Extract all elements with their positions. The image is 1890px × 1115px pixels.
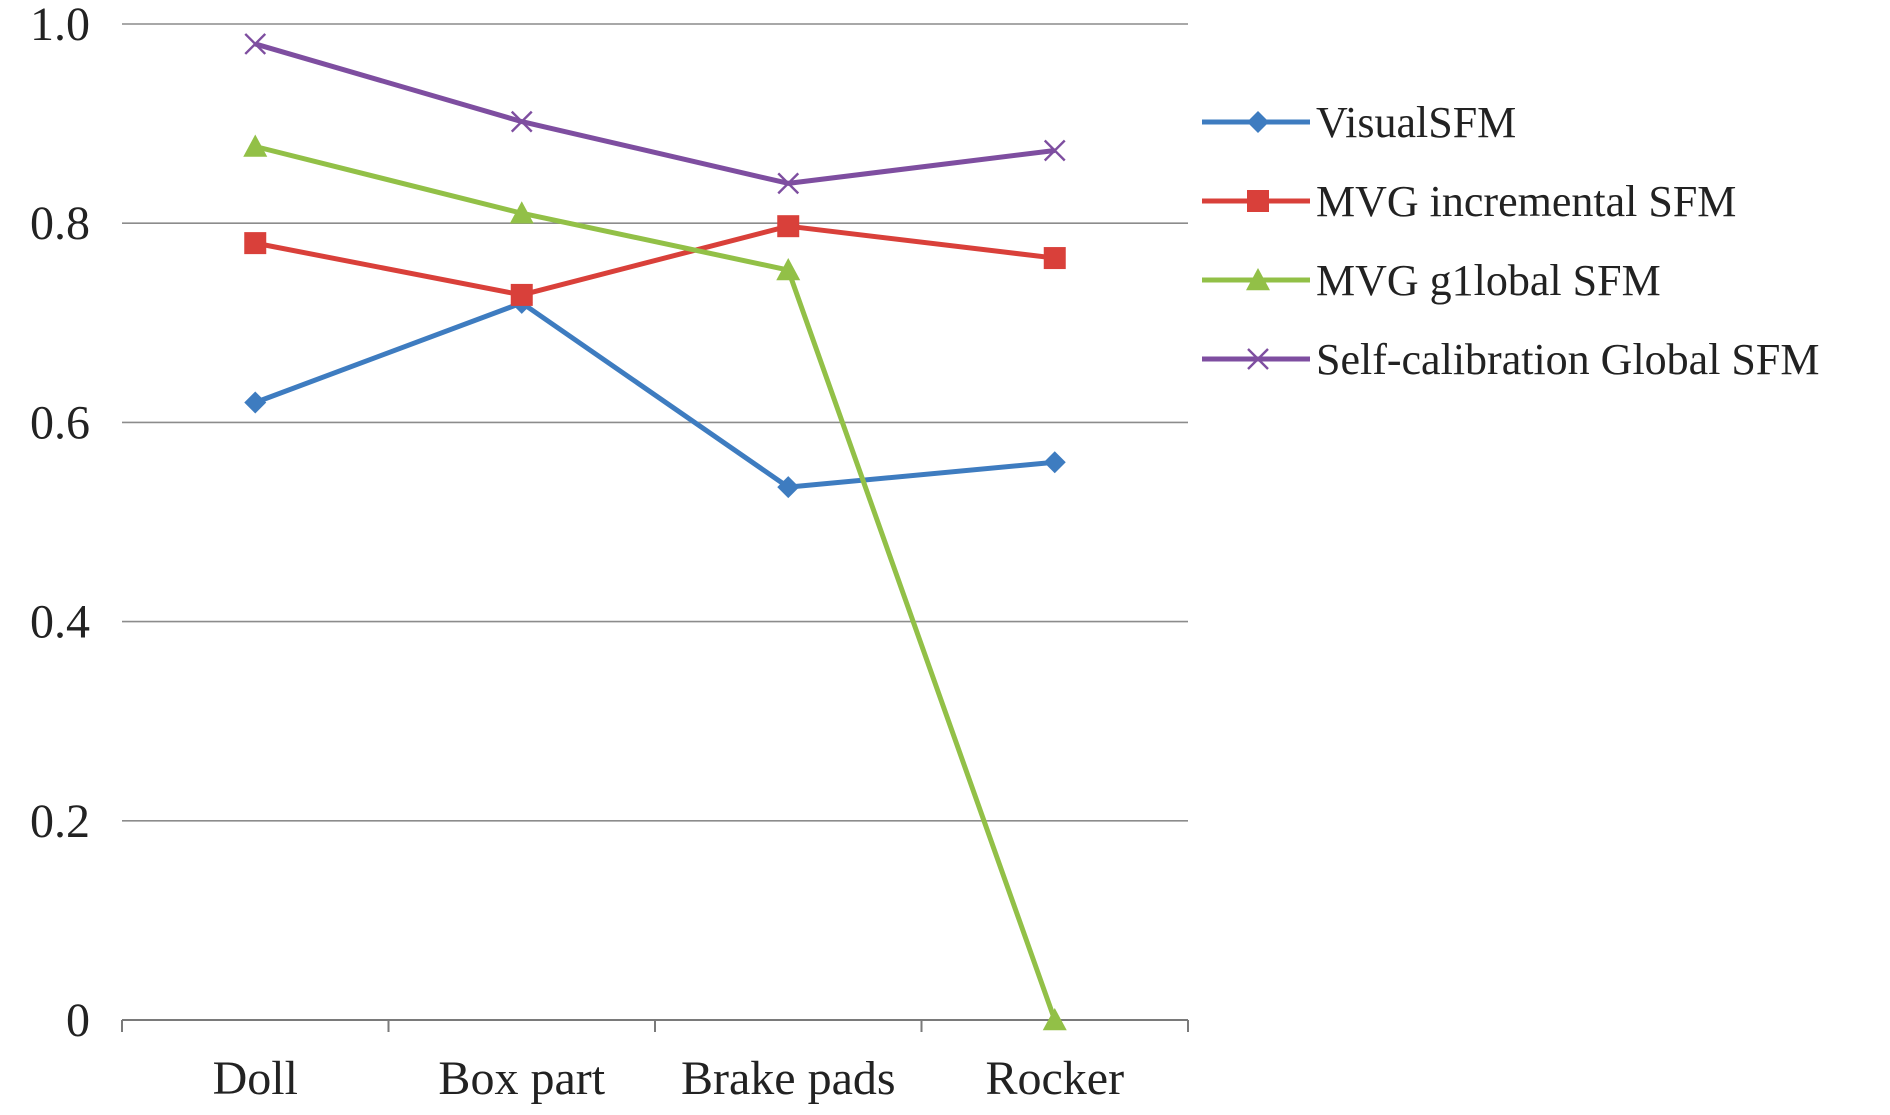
legend-entry-mvg-incremental-sfm: MVG incremental SFM xyxy=(1202,177,1736,226)
data-point-self-calibration-global-sfm-box-part xyxy=(510,110,533,133)
series-line-mvg-g1lobal-sfm xyxy=(254,144,1058,1021)
series-self-calibration-global-sfm xyxy=(244,33,1066,195)
x-axis-ticks: Doll Box part Brake pads Rocker xyxy=(213,1052,1124,1105)
data-point-self-calibration-global-sfm-brake-pads xyxy=(777,172,800,195)
legend-label-mvg-g1lobal-sfm: MVG g1lobal SFM xyxy=(1316,256,1661,305)
data-point-self-calibration-global-sfm-doll-stroke-b xyxy=(244,33,267,55)
x-tick-label-doll: Doll xyxy=(213,1052,298,1105)
gridlines xyxy=(122,23,1188,822)
data-point-mvg-g1lobal-sfm-box-part xyxy=(509,201,534,224)
data-point-self-calibration-global-sfm-box-part-stroke-b xyxy=(510,110,533,133)
data-point-self-calibration-global-sfm-doll xyxy=(244,33,267,55)
data-point-self-calibration-global-sfm-rocker xyxy=(1043,139,1066,162)
legend-label-mvg-incremental-sfm: MVG incremental SFM xyxy=(1316,177,1736,226)
legend-marker-visualsfm xyxy=(1247,111,1269,133)
series-line-visualsfm xyxy=(254,300,1055,490)
series-mvg-incremental-sfm xyxy=(244,215,1066,306)
series-mvg-g1lobal-sfm xyxy=(243,134,1067,1031)
series-line-mvg-incremental-sfm xyxy=(254,223,1056,298)
y-tick-label: 0 xyxy=(66,994,90,1047)
legend-marker-mvg-g1lobal-sfm xyxy=(1246,268,1270,291)
x-tick-label-brake-pads: Brake pads xyxy=(681,1052,896,1105)
legend-entry-visualsfm: VisualSFM xyxy=(1202,98,1516,147)
y-tick-label: 0.2 xyxy=(30,795,90,848)
series-layer xyxy=(243,33,1067,1031)
axes xyxy=(121,1019,1189,1032)
legend-marker-self-calibration-global-sfm xyxy=(1247,348,1269,370)
data-point-mvg-incremental-sfm-box-part xyxy=(510,283,533,306)
series-line-self-calibration-global-sfm xyxy=(254,41,1056,186)
legend-marker-self-calibration-global-sfm-stroke-b xyxy=(1247,348,1269,370)
x-tick-label-box-part: Box part xyxy=(438,1052,605,1105)
data-point-mvg-g1lobal-sfm-doll xyxy=(243,134,268,157)
y-tick-label: 1.0 xyxy=(30,0,90,51)
legend-label-visualsfm: VisualSFM xyxy=(1316,98,1516,147)
legend-entry-self-calibration-global-sfm: Self-calibration Global SFM xyxy=(1202,335,1820,384)
y-axis-ticks: 0 0.2 0.4 0.6 0.8 1.0 xyxy=(30,0,90,1047)
legend-label-self-calibration-global-sfm: Self-calibration Global SFM xyxy=(1316,335,1820,384)
data-point-self-calibration-global-sfm-rocker-stroke-b xyxy=(1043,139,1066,162)
legend-entry-mvg-g1lobal-sfm: MVG g1lobal SFM xyxy=(1202,256,1661,305)
legend-marker-mvg-incremental-sfm xyxy=(1247,190,1269,212)
data-point-visualsfm-brake-pads xyxy=(777,476,800,499)
data-point-mvg-incremental-sfm-brake-pads xyxy=(777,215,800,238)
data-point-mvg-incremental-sfm-doll xyxy=(244,232,267,255)
y-tick-label: 0.6 xyxy=(30,396,90,449)
series-visualsfm xyxy=(244,291,1066,499)
y-tick-label: 0.8 xyxy=(30,197,90,250)
data-point-mvg-g1lobal-sfm-brake-pads xyxy=(776,258,801,281)
data-point-visualsfm-rocker xyxy=(1043,451,1066,474)
data-point-visualsfm-doll xyxy=(244,391,267,414)
data-point-mvg-incremental-sfm-rocker xyxy=(1043,247,1066,270)
data-point-self-calibration-global-sfm-brake-pads-stroke-b xyxy=(777,172,800,195)
legend: VisualSFM MVG incremental SFM MVG g1lobal … xyxy=(1202,98,1820,384)
data-point-mvg-g1lobal-sfm-rocker xyxy=(1042,1008,1067,1031)
y-tick-label: 0.4 xyxy=(30,596,90,649)
x-tick-label-rocker: Rocker xyxy=(985,1052,1124,1105)
